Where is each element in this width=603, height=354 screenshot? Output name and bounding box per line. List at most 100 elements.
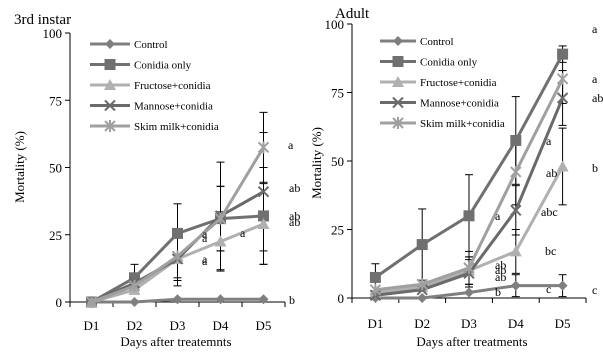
- y-tick-label: 25: [49, 228, 62, 243]
- significance-letter: a: [288, 138, 294, 152]
- panel-adult: Adult 0 25 50 75 100 D1 D2 D3 D4 D5 Mortality (%) Da…: [309, 6, 603, 349]
- legend-marker: [104, 79, 116, 90]
- x-tick-label: D2: [414, 316, 430, 331]
- panel-title: 3rd instar: [14, 12, 71, 28]
- data-point-skim-milk-conidia: [171, 250, 184, 263]
- significance-letter: ab: [546, 166, 557, 180]
- data-point-conidia-only: [258, 210, 269, 222]
- x-tick-label: D5: [555, 316, 571, 331]
- legend-marker: [392, 56, 404, 67]
- data-point-control: [258, 294, 269, 305]
- y-tick-label: 50: [331, 154, 344, 169]
- x-tick-label: D1: [84, 318, 100, 333]
- legend-marker: [104, 59, 116, 70]
- significance-letter: a: [495, 209, 501, 223]
- legend-marker: [104, 120, 116, 132]
- y-axis-label: Mortality (%): [12, 131, 27, 203]
- data-point-skim-milk-conidia: [556, 72, 569, 85]
- data-point-fructose-conidia: [257, 217, 270, 229]
- legend-marker: [392, 96, 404, 109]
- y-tick-label: 0: [56, 295, 63, 310]
- significance-letter: a: [202, 231, 208, 245]
- y-tick-label: 25: [331, 223, 344, 238]
- data-point-conidia-only: [172, 227, 183, 239]
- data-point-mannose-conidia: [257, 186, 270, 198]
- significance-letter: c: [546, 282, 551, 296]
- y-tick-label: 75: [331, 86, 344, 101]
- data-point-skim-milk-conidia: [214, 212, 227, 225]
- panel-3rd-instar: 3rd instar 0 25 50 75 100 D1 D2 D3 D4 D5 Mortality …: [12, 12, 300, 349]
- significance-letter: a: [202, 252, 208, 266]
- data-point-skim-milk-conidia: [416, 278, 428, 291]
- data-point-skim-milk-conidia: [128, 279, 141, 292]
- legend: Control Conidia only Fructose+conidia Manno…: [380, 36, 505, 130]
- legend-label: Conidia only: [420, 57, 478, 69]
- legend-label: Control: [420, 36, 454, 48]
- data-point-control: [464, 287, 474, 298]
- significance-letter: ab: [495, 270, 506, 284]
- y-tick-label: 0: [338, 291, 345, 306]
- legend-marker: [392, 117, 404, 129]
- data-point-skim-milk-conidia: [510, 165, 522, 178]
- y-tick-label: 100: [43, 26, 63, 41]
- significance-letter: a: [202, 254, 208, 268]
- significance-letter: b: [495, 285, 501, 299]
- panel-title: Adult: [335, 6, 370, 22]
- x-tick-label: D3: [461, 316, 477, 331]
- x-tick-label: D3: [170, 318, 186, 333]
- data-point-conidia-only: [129, 272, 140, 284]
- significance-letter: a: [592, 22, 598, 36]
- x-axis-label: Days after treatments: [416, 334, 527, 349]
- significance-letter: ab: [289, 209, 300, 223]
- data-point-skim-milk-conidia: [369, 283, 382, 296]
- data-point-fructose-conidia: [509, 245, 522, 257]
- legend-label: Control: [134, 39, 168, 51]
- significance-letter: ab: [495, 258, 506, 272]
- data-point-control: [417, 293, 428, 303]
- significance-letter: a: [546, 134, 552, 148]
- legend-label: Conidia only: [134, 60, 192, 72]
- x-tick-label: D4: [213, 318, 229, 333]
- data-point-control: [172, 294, 183, 305]
- legend-label: Mannose+conidia: [134, 101, 213, 113]
- legend-label: Mannose+conidia: [420, 98, 499, 110]
- data-point-fructose-conidia: [214, 235, 227, 247]
- significance-letter: ab: [289, 215, 300, 229]
- data-point-skim-milk-conidia: [257, 141, 270, 154]
- significance-letter: a: [202, 227, 208, 241]
- legend-marker: [392, 76, 404, 87]
- x-tick-label: D4: [508, 316, 524, 331]
- y-tick-label: 100: [325, 17, 345, 32]
- significance-letter: bc: [545, 244, 556, 258]
- x-tick-label: D5: [256, 318, 272, 333]
- legend-marker: [393, 36, 403, 46]
- data-point-mannose-conidia: [556, 92, 569, 104]
- significance-letter: a: [240, 226, 246, 240]
- significance-letter: ab: [495, 263, 506, 277]
- x-tick-label: D1: [367, 316, 383, 331]
- legend-label: Skim milk+conidia: [134, 121, 219, 133]
- data-point-conidia-only: [557, 48, 569, 60]
- data-point-skim-milk-conidia: [85, 296, 98, 308]
- data-point-fructose-conidia: [556, 160, 569, 172]
- data-point-control: [557, 280, 568, 291]
- significance-letter: ab: [592, 91, 603, 105]
- y-tick-label: 75: [49, 93, 62, 108]
- significance-letter: a: [592, 72, 598, 86]
- legend-label: Fructose+conidia: [420, 77, 497, 89]
- legend-marker: [104, 99, 116, 112]
- legend-label: Skim milk+conidia: [420, 118, 505, 130]
- legend-marker: [105, 39, 115, 49]
- significance-letter: c: [592, 283, 597, 297]
- data-point-conidia-only: [369, 271, 381, 283]
- significance-letter: abc: [541, 205, 558, 219]
- y-axis-label: Mortality (%): [309, 127, 324, 199]
- x-axis-label: Days after treatemnts: [120, 334, 231, 349]
- significance-letter: b: [592, 161, 598, 175]
- data-point-control: [129, 297, 140, 307]
- data-point-mannose-conidia: [510, 204, 522, 217]
- legend-label: Fructose+conidia: [134, 80, 211, 92]
- data-point-conidia-only: [416, 239, 428, 251]
- x-tick-label: D2: [127, 318, 143, 333]
